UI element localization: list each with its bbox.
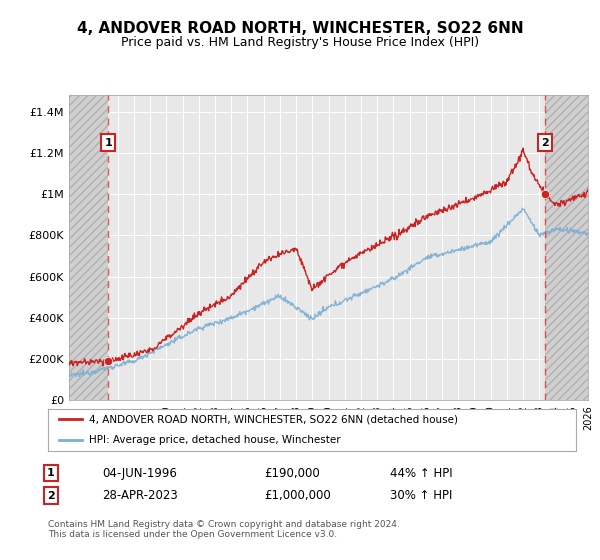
Text: 28-APR-2023: 28-APR-2023	[102, 489, 178, 502]
Text: 2: 2	[541, 138, 548, 147]
Text: 4, ANDOVER ROAD NORTH, WINCHESTER, SO22 6NN (detached house): 4, ANDOVER ROAD NORTH, WINCHESTER, SO22 …	[89, 414, 458, 424]
Text: 4, ANDOVER ROAD NORTH, WINCHESTER, SO22 6NN: 4, ANDOVER ROAD NORTH, WINCHESTER, SO22 …	[77, 21, 523, 36]
Text: 04-JUN-1996: 04-JUN-1996	[102, 466, 177, 480]
Text: 1: 1	[104, 138, 112, 147]
Text: HPI: Average price, detached house, Winchester: HPI: Average price, detached house, Winc…	[89, 435, 341, 445]
Text: 2: 2	[47, 491, 55, 501]
Text: £1,000,000: £1,000,000	[264, 489, 331, 502]
Text: 30% ↑ HPI: 30% ↑ HPI	[390, 489, 452, 502]
Text: 44% ↑ HPI: 44% ↑ HPI	[390, 466, 452, 480]
Text: Price paid vs. HM Land Registry's House Price Index (HPI): Price paid vs. HM Land Registry's House …	[121, 36, 479, 49]
Bar	[69, 95, 109, 400]
Text: 1: 1	[47, 468, 55, 478]
Text: £190,000: £190,000	[264, 466, 320, 480]
Bar	[545, 95, 588, 400]
Text: Contains HM Land Registry data © Crown copyright and database right 2024.
This d: Contains HM Land Registry data © Crown c…	[48, 520, 400, 539]
